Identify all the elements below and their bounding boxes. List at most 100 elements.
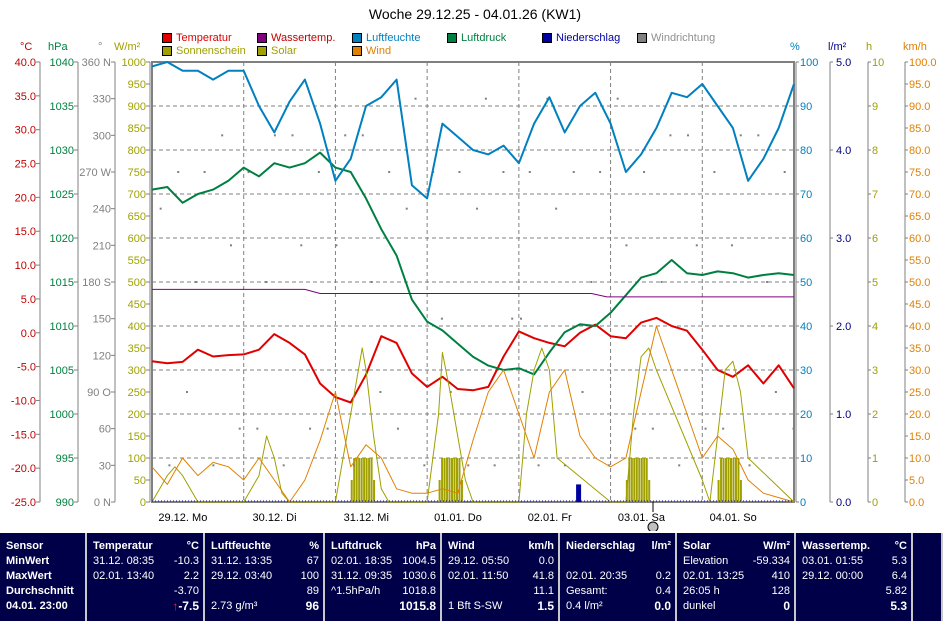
rain-cur-label: 0.4 l/m² (566, 600, 603, 612)
sunshine-bar (635, 458, 638, 502)
wind-direction-point (423, 464, 426, 467)
tick-label-hum: 90 (800, 101, 812, 113)
sunshine-bar (739, 480, 742, 502)
series-lines (151, 61, 795, 503)
solar-current: 0 (783, 599, 790, 613)
unit-rain: l/m² (828, 41, 847, 53)
wind-beaufort: 1 Bft S-SW (448, 600, 503, 612)
rain-max-time: 02.01. 20:35 (566, 570, 628, 582)
wind-direction-point (168, 464, 171, 467)
legend-wind[interactable]: Wind (352, 45, 391, 57)
tick-label-solar: 450 (128, 299, 146, 311)
legend-label: Temperatur (176, 32, 232, 44)
sunshine-bar (729, 458, 732, 502)
tick-label-solar: 900 (128, 101, 146, 113)
legend-temperatur[interactable]: Temperatur (162, 32, 232, 44)
plot-frame (151, 61, 795, 503)
x-label: 03.01. Sa (618, 512, 666, 524)
tick-label-sun: 6 (872, 233, 878, 245)
legend-swatch (257, 33, 267, 43)
wind-direction-point (370, 281, 373, 283)
rain-header: Niederschlag (566, 540, 636, 552)
tick-label-wind: 60.0 (909, 233, 930, 245)
wind-direction-point (291, 134, 294, 137)
press-min: 1004.5 (402, 555, 436, 567)
unit-wind: km/h (903, 41, 927, 53)
sunshine-bar (725, 458, 728, 502)
wind-direction-point (238, 427, 241, 430)
legend-swatch (162, 33, 172, 43)
tick-label-temp: 35.0 (15, 91, 36, 103)
wind-direction-point (273, 134, 276, 137)
legend-wassertemp[interactable]: Wassertemp. (257, 32, 335, 44)
wind-direction-point (660, 281, 663, 283)
max-label: MaxWert (6, 570, 52, 582)
legend-luftfeuchte[interactable]: Luftfeuchte (352, 32, 420, 44)
legend-sonnenschein[interactable]: Sonnenschein (162, 45, 246, 57)
sunshine-bar (353, 458, 356, 502)
temp-max: 2.2 (183, 570, 199, 582)
legend-swatch (162, 46, 172, 56)
tick-label-sun: 9 (872, 101, 878, 113)
tick-label-dir: 180 S (82, 277, 111, 289)
wind-direction-point (221, 134, 224, 137)
tick-label-sun: 3 (872, 365, 878, 377)
unit-dir: ° (98, 41, 103, 53)
hum-max: 100 (300, 570, 319, 582)
tick-label-hum: 10 (800, 453, 812, 465)
wind-direction-point (783, 171, 786, 173)
press-trend: ^1.5hPa/h (331, 585, 381, 597)
tick-label-wind: 20.0 (909, 409, 930, 421)
wind-direction-point (177, 171, 180, 173)
legend-niederschlag[interactable]: Niederschlag (542, 32, 620, 44)
sunshine-bar (722, 458, 725, 502)
tick-label-wind: 0.0 (909, 497, 924, 509)
x-label: 30.12. Di (253, 512, 297, 524)
tick-label-solar: 650 (128, 211, 146, 223)
tick-label-rain: 0.0 (836, 497, 851, 509)
wind-direction-point (704, 427, 707, 430)
legend-swatch (447, 33, 457, 43)
legend-luftdruck[interactable]: Luftdruck (447, 32, 506, 44)
tick-label-solar: 850 (128, 123, 146, 135)
wind-direction-point (687, 134, 689, 137)
tick-label-solar: 600 (128, 233, 146, 245)
stats-wind: Wind km/h 29.12. 05:50 0.0 02.01. 11:50 41.… (442, 533, 560, 621)
legend-windrichtung[interactable]: Windrichtung (637, 32, 715, 44)
sunshine-bar (370, 458, 373, 502)
tick-label-press: 1030 (50, 145, 74, 157)
x-label: 04.01. So (710, 512, 757, 524)
tick-label-dir: 90 O (87, 387, 111, 399)
sunshine-bar (734, 458, 737, 502)
wind-direction-point (625, 244, 628, 247)
tick-label-dir: 0 N (94, 497, 111, 509)
wind-direction-point (563, 464, 566, 467)
tick-label-temp: 25.0 (15, 159, 36, 171)
sunshine-bar (640, 458, 643, 502)
temp-header: Temperatur (93, 540, 153, 552)
tick-label-dir: 240 (93, 204, 111, 216)
wind-direction-point (537, 464, 540, 467)
solar-unit: W/m² (763, 540, 790, 552)
wind-direction-point (748, 464, 751, 467)
wind-direction-point (643, 171, 646, 173)
sunshine-bar (732, 458, 735, 502)
sunshine-bar (630, 458, 633, 502)
wind-direction-point (194, 281, 197, 283)
stats-rain: Niederschlag l/m² 02.01. 20:35 0.2 Gesamt:… (560, 533, 677, 621)
tick-label-temp: 20.0 (15, 192, 36, 204)
legend-label: Solar (271, 45, 297, 57)
wind-direction-point (247, 171, 250, 173)
wind-direction-point (344, 134, 347, 137)
legend-label: Niederschlag (556, 32, 621, 44)
water-avg: 5.82 (885, 585, 907, 597)
legend-swatch (637, 33, 647, 43)
tick-label-wind: 75.0 (909, 167, 930, 179)
rain-unit: l/m² (651, 540, 671, 552)
press-min-time: 02.01. 18:35 (331, 555, 393, 567)
wind-direction-point (590, 281, 593, 283)
legend-solar[interactable]: Solar (257, 45, 297, 57)
tick-label-hum: 60 (800, 233, 812, 245)
rain-max: 0.2 (655, 570, 671, 582)
wind-direction-point (730, 244, 733, 247)
